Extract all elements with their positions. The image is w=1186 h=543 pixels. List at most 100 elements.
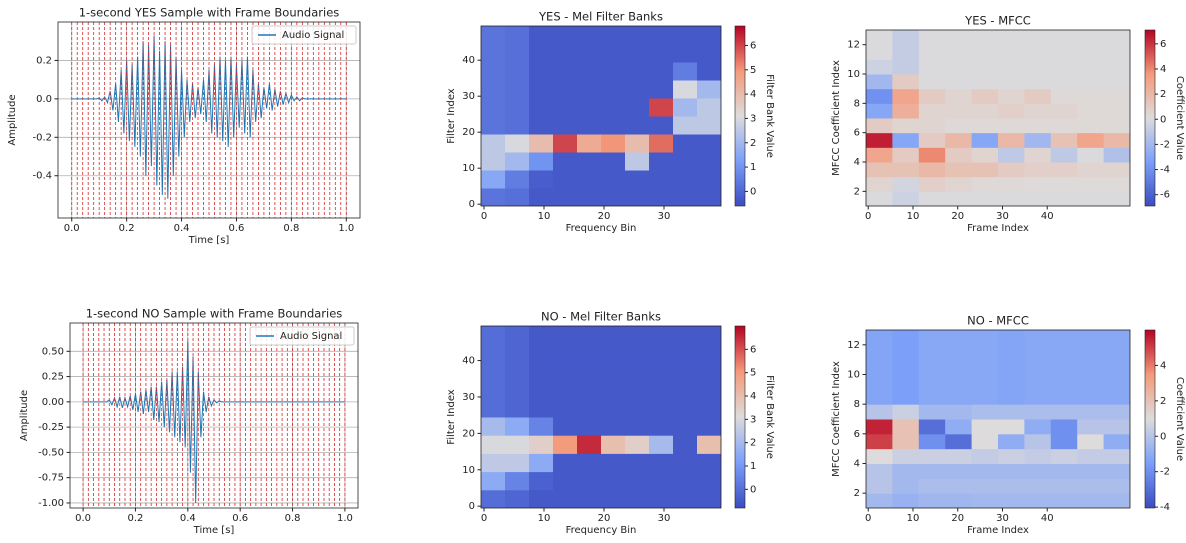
heatmap-cell <box>625 380 650 400</box>
heatmap-cell <box>892 330 920 346</box>
y-tick-label: 40 <box>462 356 475 367</box>
axes-frame <box>865 329 1131 509</box>
heatmap-cell <box>505 152 530 171</box>
legend-label: Audio Signal <box>280 331 342 342</box>
heatmap-cell <box>1024 59 1052 75</box>
heatmap-cell <box>1103 374 1130 390</box>
heatmap-cell <box>1050 176 1078 192</box>
heatmap-cell <box>918 404 946 420</box>
heatmap-cell <box>892 448 920 464</box>
heatmap-cell <box>505 134 530 153</box>
heatmap-cell <box>505 116 530 135</box>
heatmap-cell <box>697 398 721 418</box>
x-tick-label: 0.4 <box>180 513 196 524</box>
heatmap-cell <box>971 44 999 60</box>
heatmap-cell <box>1024 88 1052 104</box>
x-tick-label: 0.6 <box>229 223 245 234</box>
x-tick-label: 10 <box>907 513 920 524</box>
heatmap-cell <box>601 453 626 473</box>
heatmap-cell <box>945 59 973 75</box>
heatmap-cell <box>505 26 530 45</box>
heatmap-cell <box>998 103 1025 119</box>
heatmap-cell <box>577 453 602 473</box>
heatmap-cell <box>697 326 721 345</box>
heatmap-cell <box>481 326 506 345</box>
heatmap-cell <box>577 44 602 63</box>
heatmap-cell <box>1077 88 1105 104</box>
heatmap-cell <box>625 326 650 345</box>
x-axis-label: Time [s] <box>188 235 230 246</box>
heatmap-cell <box>697 98 721 117</box>
colorbar-tick-label: 0 <box>1160 431 1166 442</box>
heatmap-cell <box>918 478 946 494</box>
heatmap-cell <box>971 463 999 479</box>
x-tick-label: 20 <box>598 513 611 524</box>
heatmap-cell <box>892 88 920 104</box>
heatmap-cell <box>1103 478 1130 494</box>
x-tick-label: 20 <box>951 513 964 524</box>
heatmap-cell <box>697 152 721 171</box>
heatmap-cell <box>1103 448 1130 464</box>
chart-title: NO - MFCC <box>967 314 1029 328</box>
heatmap-cell <box>971 433 999 450</box>
heatmap-cell <box>1103 162 1130 178</box>
heatmap-cell <box>553 98 578 117</box>
y-tick-label: -1.00 <box>38 498 64 509</box>
heatmap-cell <box>577 417 602 436</box>
heatmap-cell <box>998 463 1025 479</box>
heatmap-cell <box>1103 118 1130 134</box>
heatmap-cell <box>625 170 650 189</box>
heatmap-cell <box>577 326 602 345</box>
colorbar-tick-label: 4 <box>1160 64 1166 75</box>
y-tick-label: 10 <box>847 370 860 381</box>
heatmap-cell <box>945 344 973 361</box>
heatmap-cell <box>553 362 578 382</box>
x-tick-label: 30 <box>658 513 671 524</box>
heatmap-cell <box>971 448 999 464</box>
heatmap-cell <box>892 389 920 405</box>
x-tick-label: 0.2 <box>128 513 144 524</box>
y-axis-label: Amplitude <box>7 94 18 145</box>
heatmap-cell <box>601 362 626 382</box>
heatmap-cell <box>971 59 999 75</box>
heatmap-cell <box>577 344 602 363</box>
heatmap-cell <box>505 362 530 382</box>
heatmap-cell <box>998 88 1025 104</box>
heatmap-cell <box>866 330 893 346</box>
colorbar-tick-label: 6 <box>1160 39 1166 50</box>
heatmap-cell <box>505 471 530 491</box>
heatmap-cell <box>505 62 530 81</box>
heatmap-cell <box>649 188 674 206</box>
heatmap-cell <box>625 417 650 436</box>
heatmap-cell <box>1024 330 1052 346</box>
heatmap-cell <box>866 30 893 46</box>
heatmap-cell <box>625 152 650 171</box>
heatmap-cell <box>505 489 530 508</box>
heatmap-cell <box>601 326 626 345</box>
y-tick-label: 20 <box>462 428 475 439</box>
heatmap-cell <box>673 62 698 81</box>
heatmap-cell <box>971 389 999 405</box>
heatmap-cell <box>697 489 721 508</box>
heatmap-cell <box>697 170 721 189</box>
heatmap-cell <box>866 162 893 178</box>
heatmap-cell <box>971 404 999 420</box>
heatmap-cell <box>1050 448 1078 464</box>
y-axis-label: Filter Index <box>446 88 457 144</box>
heatmap-cell <box>529 98 554 117</box>
heatmap-cell <box>998 478 1025 494</box>
heatmap-cell <box>577 188 602 206</box>
heatmap-cell <box>673 380 698 400</box>
heatmap-cell <box>1103 59 1130 75</box>
heatmap-cell <box>1103 493 1130 508</box>
heatmap-cell <box>625 26 650 45</box>
heatmap-cell <box>601 44 626 63</box>
heatmap-cell <box>649 26 674 45</box>
heatmap-cell <box>481 188 506 206</box>
heatmap-cell <box>553 134 578 153</box>
heatmap-cell <box>1024 132 1052 148</box>
heatmap-cell <box>625 134 650 153</box>
y-tick-label: 30 <box>462 91 475 102</box>
